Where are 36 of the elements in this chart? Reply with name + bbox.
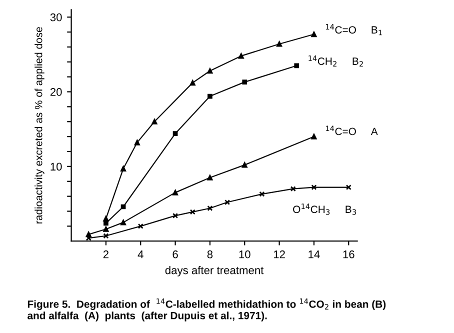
y-axis-title: radioactivity excreted as % of applied dose [34, 27, 44, 224]
point [103, 233, 109, 239]
series-label: $^{14}$C=O A [326, 126, 378, 136]
point [172, 212, 178, 218]
y-tick-label: 30 [50, 13, 62, 22]
point [311, 184, 317, 190]
x-tick-label: 8 [207, 250, 213, 258]
point [103, 226, 109, 232]
x-axis-title: days after treatment [165, 266, 264, 276]
point [259, 191, 265, 197]
point [224, 199, 230, 206]
series-label: $^{14}$C=O B$_{1}$ [326, 24, 382, 36]
x-tick-label: 6 [172, 250, 178, 258]
text: O$^{14}$CH$_{3}$ B$_{3}$ [293, 204, 356, 215]
x-tick-label: 4 [138, 250, 144, 258]
point [207, 174, 213, 180]
point [207, 205, 213, 212]
point [120, 166, 126, 172]
x-tick-label: 16 [343, 250, 354, 258]
y-tick-label: 20 [50, 88, 62, 96]
x-tick-label: 12 [274, 250, 285, 258]
y-tick-label: 10 [50, 162, 62, 171]
x-tick-label: 2 [103, 250, 108, 258]
point [208, 94, 212, 99]
point [152, 118, 158, 124]
text: $^{14}$CH$_{2}$ B$_{2}$ [308, 56, 363, 67]
point [190, 209, 196, 215]
point [172, 131, 178, 136]
point [120, 204, 126, 210]
x-tick-label: 10 [239, 250, 250, 258]
point [242, 80, 248, 85]
point [138, 223, 144, 229]
chart-title: Figure 5. Degradation of $^{14}$C-labelled methidathion to $^{14}$CO$_{2}$ in bean (B) and alfalfa (A) plants (after Dupuis et al., 1971). [28, 298, 386, 322]
x-tick-label: 14 [308, 250, 320, 258]
point [294, 63, 300, 68]
point [290, 186, 296, 192]
